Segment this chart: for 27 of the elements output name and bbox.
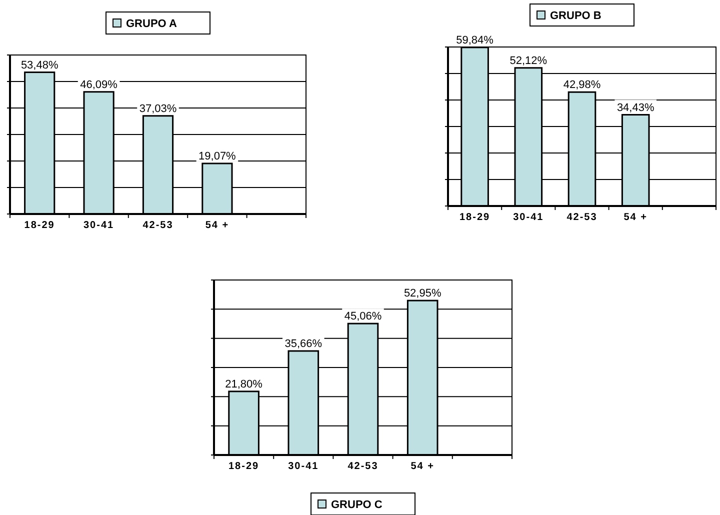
x-tick-label: 54 + xyxy=(205,220,230,231)
x-tick-label: 18-29 xyxy=(460,212,490,223)
data-label: 42,98% xyxy=(563,79,601,92)
legend-label: GRUPO A xyxy=(126,18,177,30)
data-label: 21,80% xyxy=(225,378,263,390)
data-label: 53,48% xyxy=(20,59,58,72)
x-tick-label: 42-53 xyxy=(142,220,174,231)
x-tick-label: 18-29 xyxy=(24,220,55,231)
data-label: 52,95% xyxy=(404,288,442,300)
data-label: 46,09% xyxy=(80,78,118,91)
x-tick-label: 54 + xyxy=(624,212,648,223)
x-tick-label: 42-53 xyxy=(348,461,378,472)
data-label: 52,12% xyxy=(510,54,548,67)
x-tick-label: 42-53 xyxy=(566,212,598,223)
data-label: 37,03% xyxy=(139,102,177,115)
legend-label: GRUPO C xyxy=(331,499,382,511)
x-tick-label: 54 + xyxy=(410,461,434,472)
x-tick-label: 30-41 xyxy=(513,212,544,223)
data-label: 59,84% xyxy=(456,34,494,46)
legend-label: GRUPO B xyxy=(550,10,602,22)
data-label: 34,43% xyxy=(616,102,654,114)
x-tick-label: 18-29 xyxy=(228,461,260,472)
data-label: 45,06% xyxy=(344,310,382,323)
data-label: 35,66% xyxy=(284,338,322,350)
x-tick-label: 30-41 xyxy=(288,461,319,472)
x-tick-label: 30-41 xyxy=(84,220,114,231)
data-label: 19,07% xyxy=(198,150,236,162)
